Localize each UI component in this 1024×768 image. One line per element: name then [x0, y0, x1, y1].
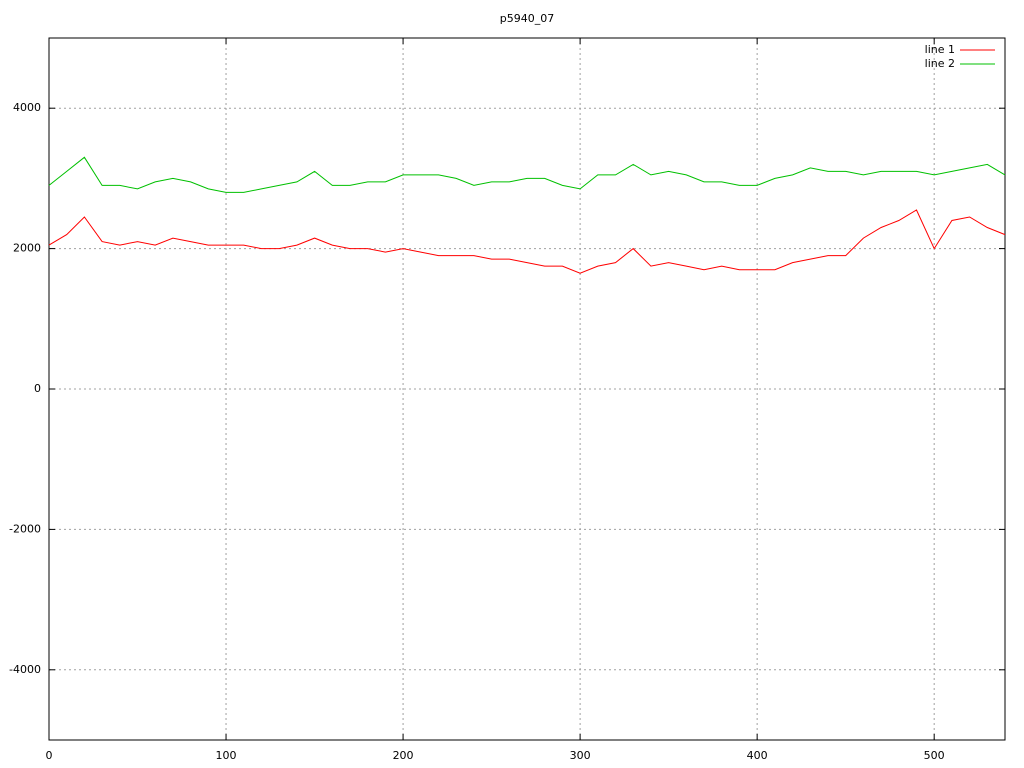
data-line [48, 156, 1006, 193]
chart-title: p5940_07 [500, 12, 554, 25]
y-tick-label: 2000 [13, 242, 41, 255]
y-tick-label: -4000 [9, 663, 41, 676]
y-tick-label: 4000 [13, 101, 41, 114]
data-line [48, 209, 1006, 274]
plot-border [48, 37, 1006, 741]
y-tick-label: 0 [34, 382, 41, 395]
legend-label: line 2 [925, 57, 955, 70]
x-tick-label: 300 [570, 749, 591, 762]
x-tick-label: 100 [216, 749, 237, 762]
legend-label: line 1 [925, 43, 955, 56]
x-tick-label: 200 [393, 749, 414, 762]
x-tick-label: 400 [747, 749, 768, 762]
x-tick-label: 0 [46, 749, 53, 762]
x-tick-label: 500 [924, 749, 945, 762]
y-tick-label: -2000 [9, 522, 41, 535]
